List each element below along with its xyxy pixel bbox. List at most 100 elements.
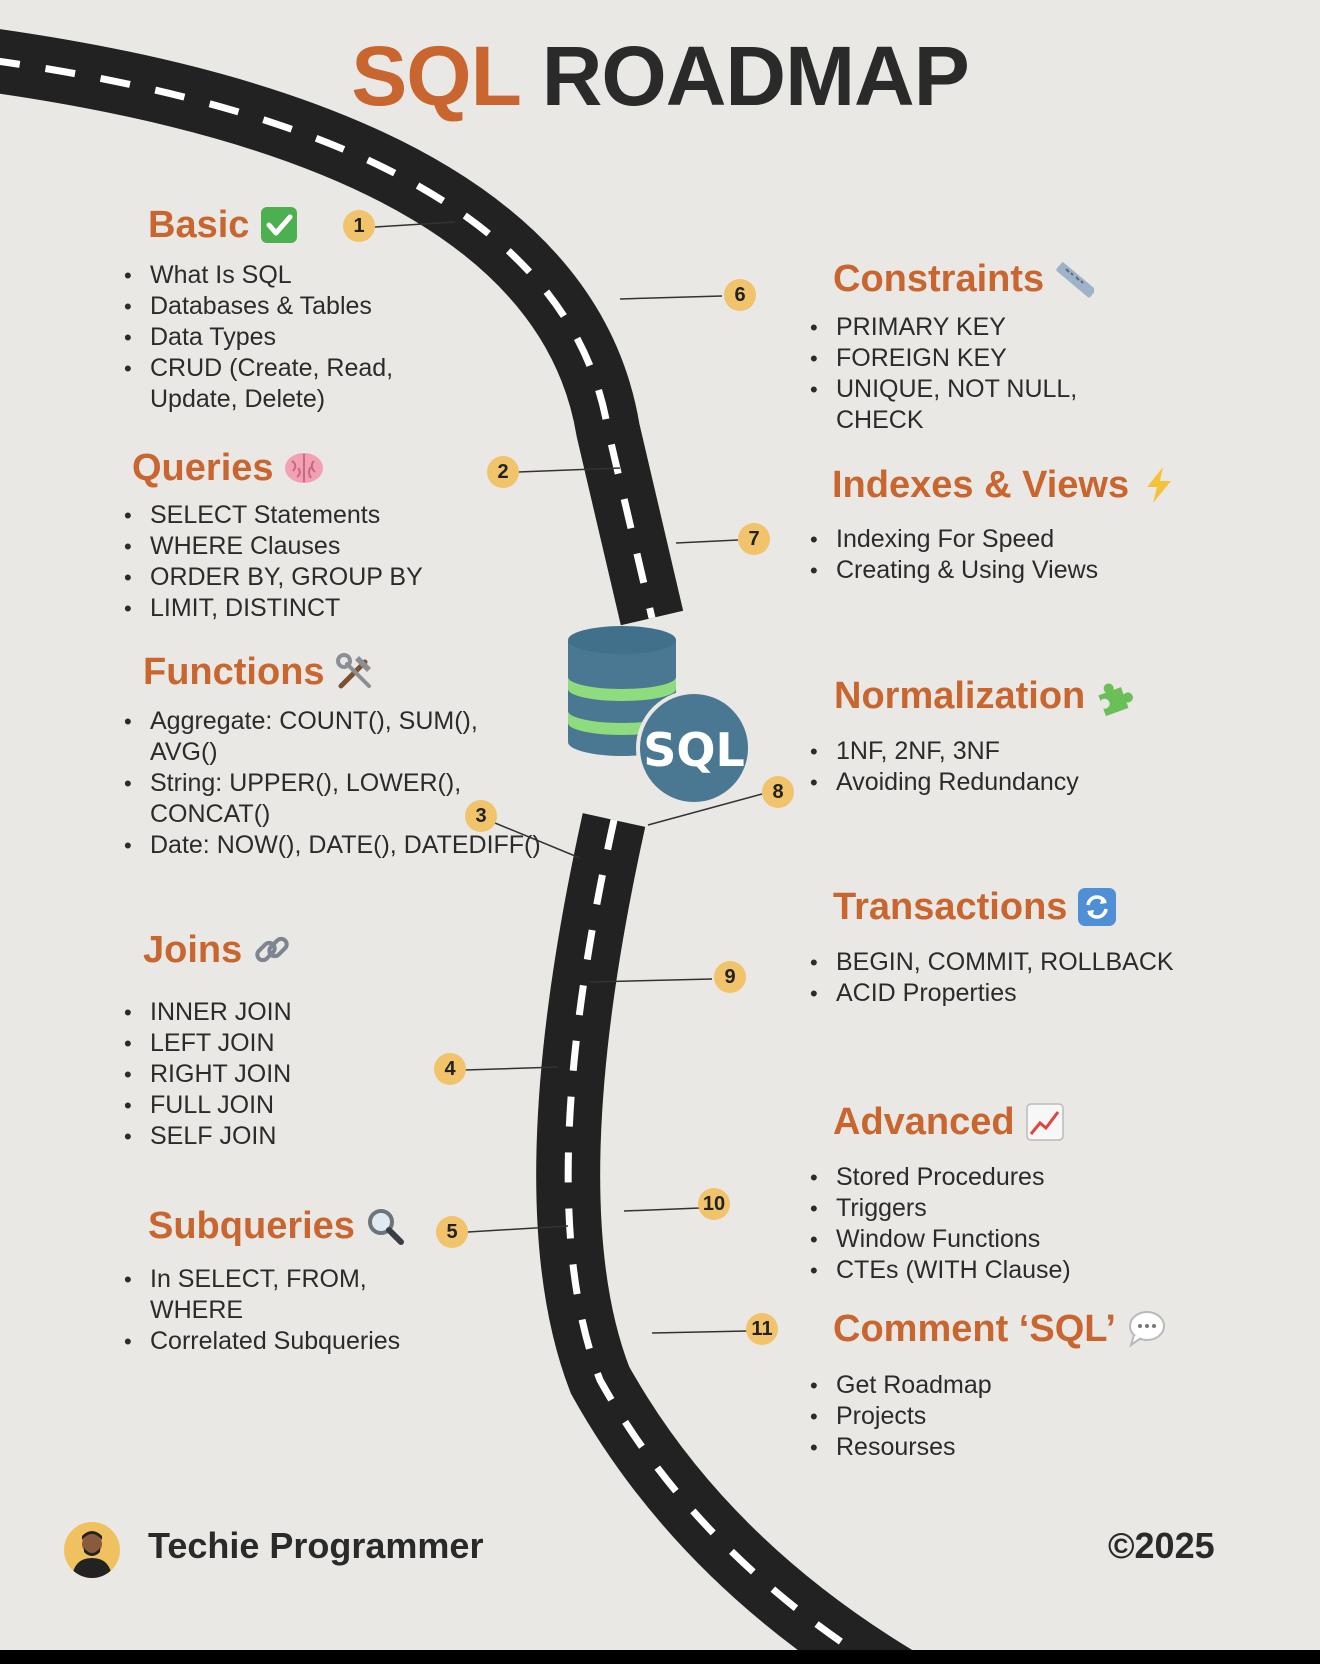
constraints-list: PRIMARY KEY FOREIGN KEY UNIQUE, NOT NULL… bbox=[810, 312, 1110, 436]
database-icon: SQL bbox=[568, 626, 752, 806]
connector-2 bbox=[517, 467, 621, 473]
list-item: WHERE Clauses bbox=[124, 531, 464, 562]
connector-4 bbox=[464, 1066, 559, 1071]
refresh-icon bbox=[1077, 887, 1117, 927]
list-item: SELECT Statements bbox=[124, 500, 464, 531]
step-badge-6: 6 bbox=[724, 279, 756, 311]
comment-list: Get Roadmap Projects Resourses bbox=[810, 1370, 1110, 1463]
step-badge-10: 10 bbox=[698, 1188, 730, 1220]
list-item: ACID Properties bbox=[810, 978, 1210, 1009]
section-title: Normalization bbox=[834, 674, 1086, 717]
connector-8 bbox=[647, 793, 763, 826]
indexes-list: Indexing For Speed Creating & Using View… bbox=[810, 524, 1170, 586]
list-item: Creating & Using Views bbox=[810, 555, 1170, 586]
connector-1 bbox=[374, 221, 456, 228]
link-icon bbox=[252, 930, 292, 970]
road-lower-lane-marking bbox=[564, 819, 860, 1650]
step-badge-8: 8 bbox=[762, 776, 794, 808]
section-queries: Queries bbox=[132, 443, 324, 493]
basic-list: What Is SQL Databases & Tables Data Type… bbox=[124, 260, 444, 415]
list-item: ORDER BY, GROUP BY bbox=[124, 562, 464, 593]
chart-icon bbox=[1025, 1102, 1065, 1142]
connector-5 bbox=[467, 1225, 569, 1233]
list-item: LIMIT, DISTINCT bbox=[124, 593, 464, 624]
transactions-list: BEGIN, COMMIT, ROLLBACK ACID Properties bbox=[810, 947, 1210, 1009]
section-title: Joins bbox=[143, 928, 243, 971]
list-item: Stored Procedures bbox=[810, 1162, 1150, 1193]
joins-list: INNER JOIN LEFT JOIN RIGHT JOIN FULL JOI… bbox=[124, 997, 424, 1152]
list-item: Triggers bbox=[810, 1193, 1150, 1224]
copyright: ©2025 bbox=[1108, 1525, 1215, 1566]
brain-icon bbox=[284, 448, 324, 488]
lightning-icon bbox=[1139, 465, 1179, 505]
connector-9 bbox=[589, 978, 713, 983]
sql-logo-label: SQL bbox=[643, 723, 745, 777]
title-roadmap: ROADMAP bbox=[541, 29, 970, 123]
list-item: PRIMARY KEY bbox=[810, 312, 1110, 343]
list-item: Window Functions bbox=[810, 1224, 1150, 1255]
connector-7 bbox=[675, 539, 739, 544]
connector-11 bbox=[651, 1330, 749, 1334]
section-title: Indexes & Views bbox=[832, 463, 1130, 506]
step-badge-7: 7 bbox=[738, 523, 770, 555]
subqueries-list: In SELECT, FROM, WHERE Correlated Subque… bbox=[124, 1264, 424, 1357]
step-badge-9: 9 bbox=[714, 961, 746, 993]
page-title: SQL ROADMAP bbox=[0, 28, 1320, 125]
section-title: Queries bbox=[132, 446, 274, 489]
section-title: Comment ‘SQL’ bbox=[833, 1307, 1116, 1350]
list-item: Databases & Tables bbox=[124, 291, 444, 322]
puzzle-icon bbox=[1095, 676, 1135, 716]
step-badge-1: 1 bbox=[343, 210, 375, 242]
title-sql: SQL bbox=[351, 29, 520, 123]
ruler-icon bbox=[1054, 259, 1095, 299]
section-title: Basic bbox=[148, 203, 250, 246]
speech-bubble-icon bbox=[1126, 1309, 1166, 1349]
list-item: CRUD (Create, Read, Update, Delete) bbox=[124, 353, 444, 415]
queries-list: SELECT Statements WHERE Clauses ORDER BY… bbox=[124, 500, 464, 624]
list-item: BEGIN, COMMIT, ROLLBACK bbox=[810, 947, 1210, 978]
section-functions: Functions bbox=[143, 647, 375, 697]
step-badge-11: 11 bbox=[746, 1313, 778, 1345]
connector-6 bbox=[619, 295, 723, 300]
list-item: Avoiding Redundancy bbox=[810, 767, 1170, 798]
list-item: Data Types bbox=[124, 322, 444, 353]
section-subqueries: Subqueries bbox=[148, 1201, 405, 1251]
tools-icon bbox=[335, 652, 375, 692]
list-item: Correlated Subqueries bbox=[124, 1326, 424, 1357]
step-badge-5: 5 bbox=[436, 1216, 468, 1248]
connector-10 bbox=[623, 1207, 701, 1212]
road-upper-lane-marking bbox=[0, 57, 656, 619]
section-title: Constraints bbox=[833, 257, 1045, 300]
check-mark-icon bbox=[259, 205, 299, 245]
avatar-icon bbox=[64, 1522, 120, 1578]
list-item: SELF JOIN bbox=[124, 1121, 424, 1152]
author-name: Techie Programmer bbox=[148, 1525, 484, 1566]
functions-list: Aggregate: COUNT(), SUM(), AVG() String:… bbox=[124, 706, 544, 861]
list-item: Indexing For Speed bbox=[810, 524, 1170, 555]
section-title: Advanced bbox=[833, 1100, 1015, 1143]
section-indexes-views: Indexes & Views bbox=[832, 460, 1179, 510]
list-item: Aggregate: COUNT(), SUM(), AVG() bbox=[124, 706, 544, 768]
list-item: FULL JOIN bbox=[124, 1090, 424, 1121]
step-badge-4: 4 bbox=[434, 1053, 466, 1085]
section-title: Subqueries bbox=[148, 1204, 355, 1247]
section-title: Transactions bbox=[833, 885, 1068, 928]
normalization-list: 1NF, 2NF, 3NF Avoiding Redundancy bbox=[810, 736, 1170, 798]
list-item: Projects bbox=[810, 1401, 1110, 1432]
list-item: RIGHT JOIN bbox=[124, 1059, 424, 1090]
section-title: Functions bbox=[143, 650, 325, 693]
list-item: In SELECT, FROM, WHERE bbox=[124, 1264, 424, 1326]
list-item: String: UPPER(), LOWER(), CONCAT() bbox=[124, 768, 544, 830]
list-item: What Is SQL bbox=[124, 260, 444, 291]
list-item: UNIQUE, NOT NULL, CHECK bbox=[810, 374, 1110, 436]
step-badge-2: 2 bbox=[487, 456, 519, 488]
section-transactions: Transactions bbox=[833, 882, 1117, 932]
section-advanced: Advanced bbox=[833, 1097, 1065, 1147]
section-comment-sql: Comment ‘SQL’ bbox=[833, 1304, 1166, 1354]
section-normalization: Normalization bbox=[834, 671, 1135, 721]
section-joins: Joins bbox=[143, 925, 292, 975]
section-basic: Basic bbox=[148, 200, 299, 250]
list-item: Date: NOW(), DATE(), DATEDIFF() bbox=[124, 830, 544, 861]
